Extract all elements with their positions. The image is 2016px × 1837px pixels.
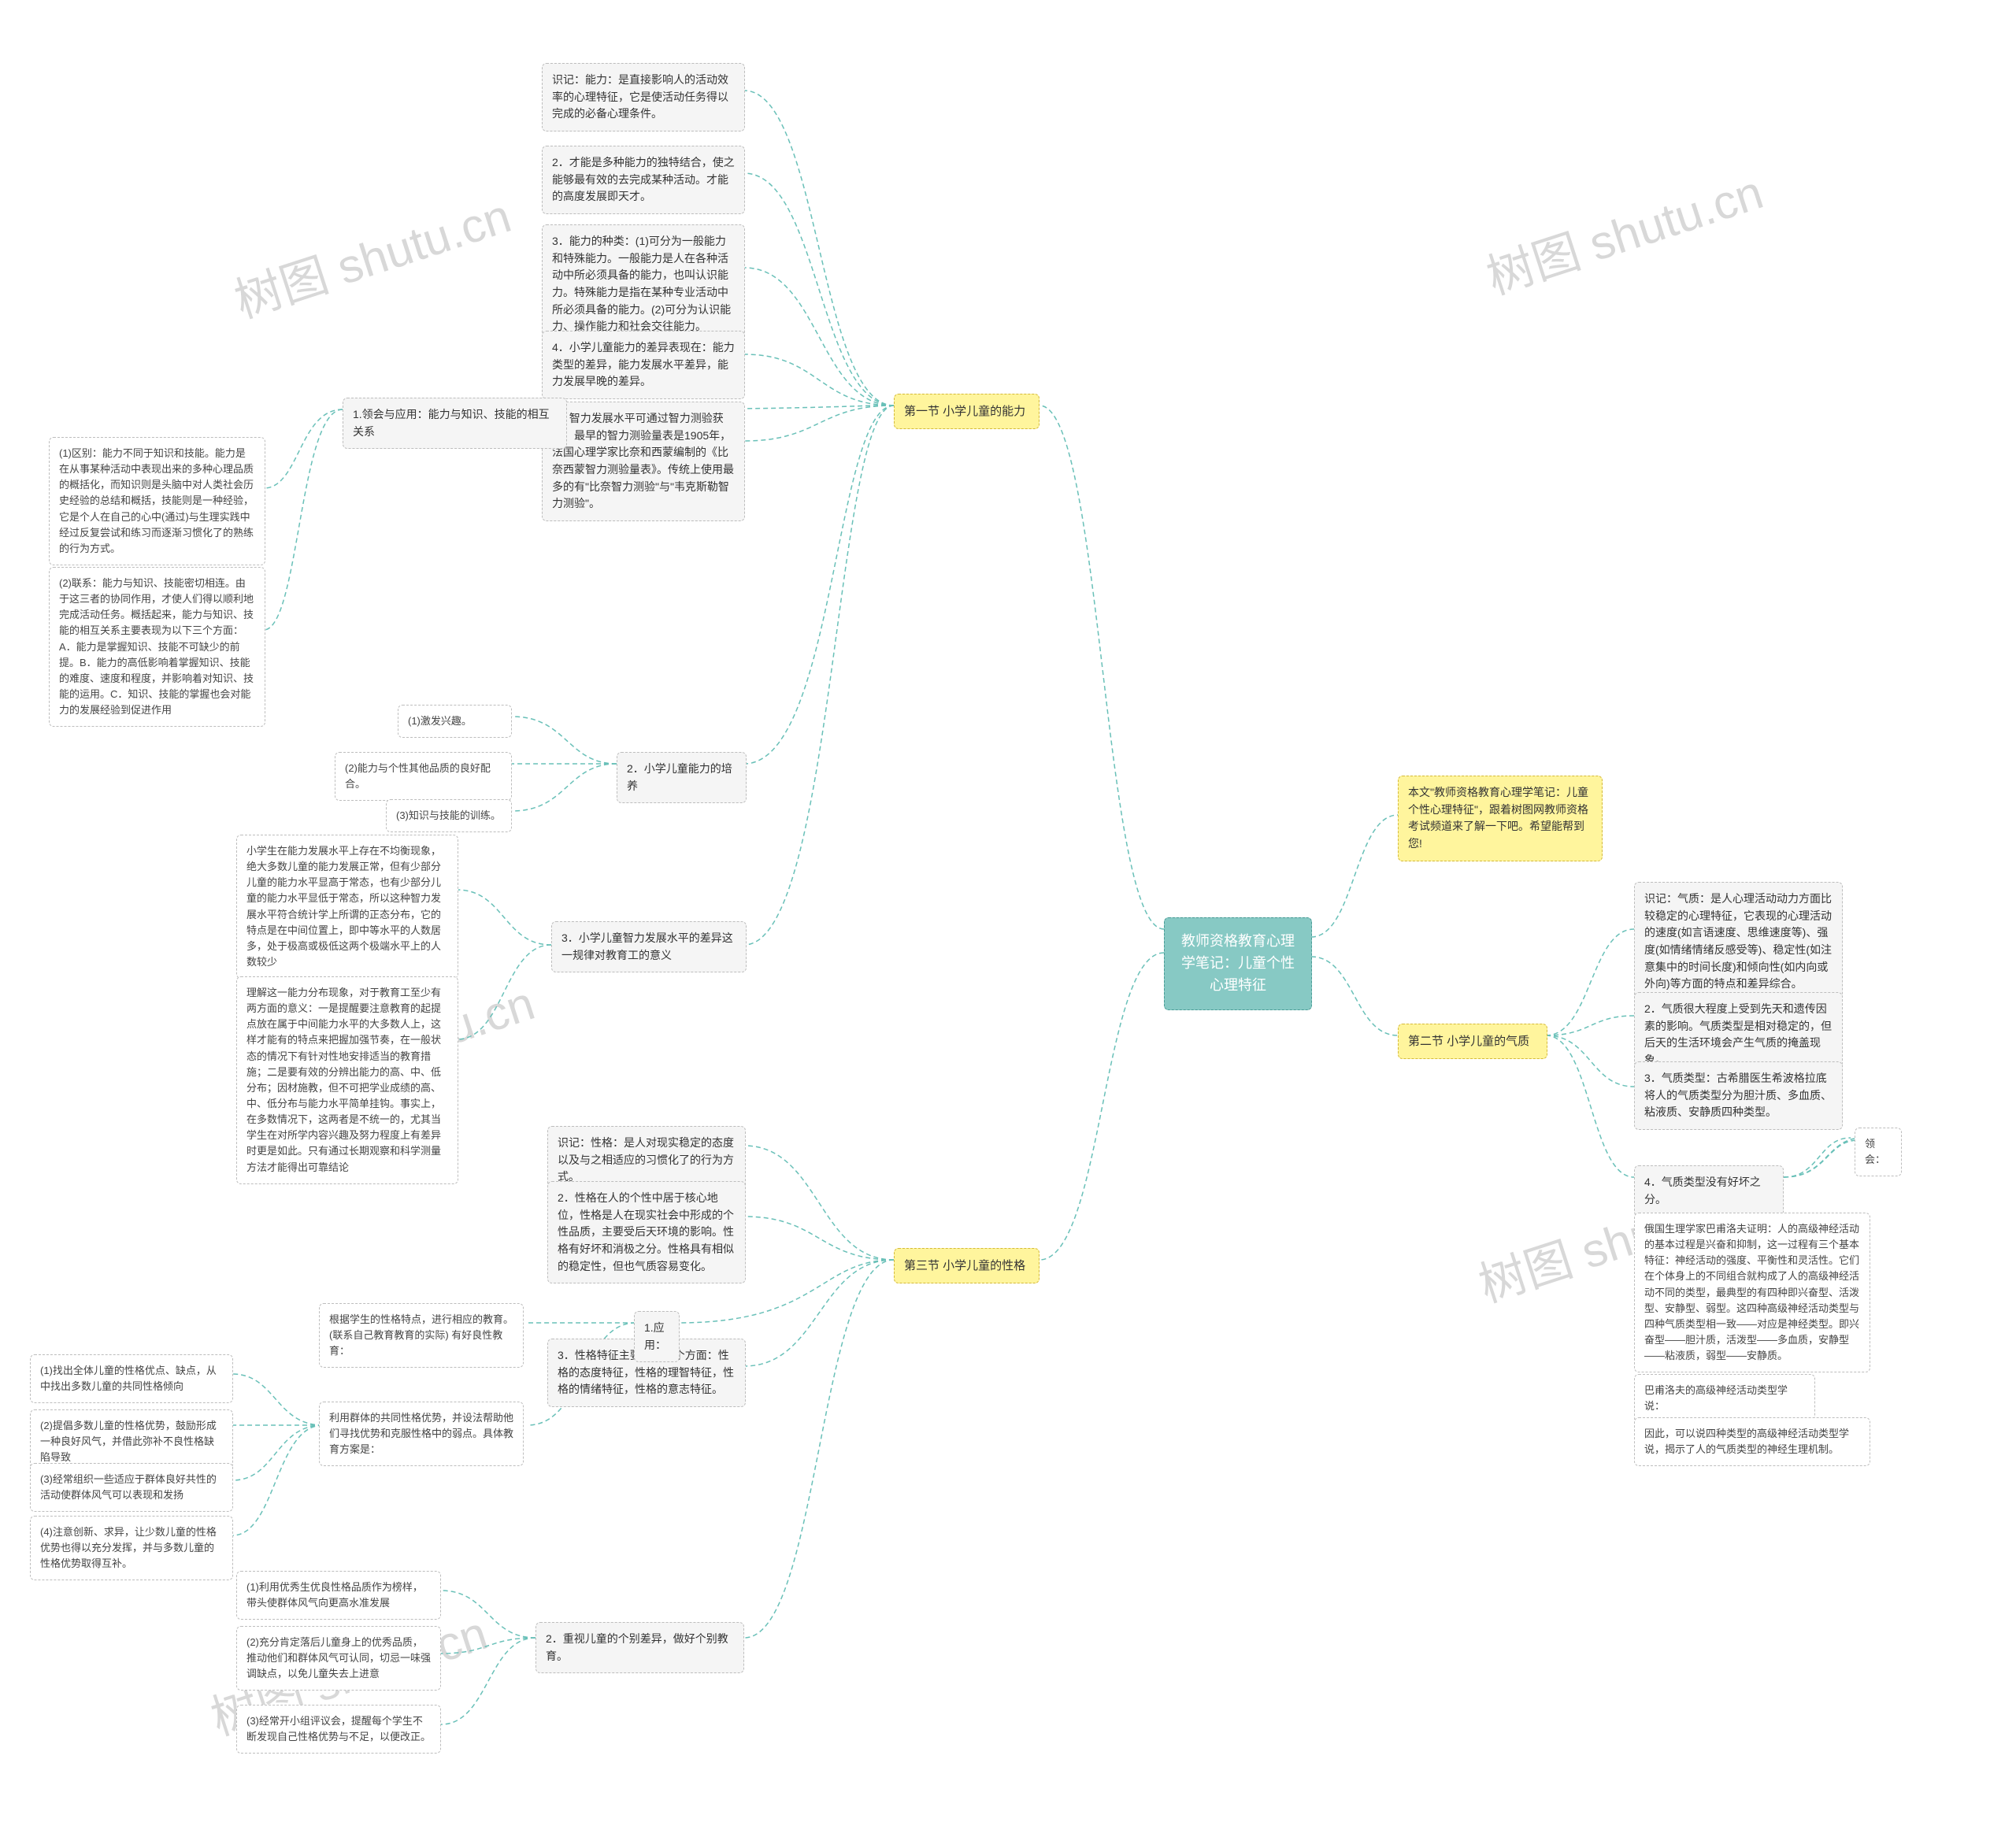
s1-d2b-a: (1)激发兴趣。 <box>398 705 512 738</box>
s1-d3b-b: 理解这一能力分布现象，对于教育工至少有两方面的意义：一是提醒要注意教育的起提点放… <box>236 976 458 1184</box>
s3-d1b-title: 1.应用： <box>634 1311 680 1362</box>
s3-d1b-i0: (1)找出全体儿童的性格优点、缺点，从中找出多数儿童的共同性格倾向 <box>30 1354 233 1403</box>
s3-d2b-i0: (1)利用优秀生优良性格品质作为榜样，带头使群体风气向更高水准发展 <box>236 1571 441 1620</box>
s3-d2b-i1: (2)充分肯定落后儿童身上的优秀品质，推动他们和群体风气可认同，切忌一味强调缺点… <box>236 1626 441 1691</box>
s3-d1b-i3: (4)注意创新、求异，让少数儿童的性格优势也得以充分发挥，并与多数儿童的性格优势… <box>30 1516 233 1580</box>
section-2-title: 第二节 小学儿童的气质 <box>1398 1024 1547 1059</box>
s1-d3b-title: 3．小学儿童智力发展水平的差异这一规律对教育工的意义 <box>551 921 747 972</box>
s2-d4-title: 4．气质类型没有好坏之分。 <box>1634 1165 1784 1217</box>
s1-d2b-b: (2)能力与个性其他品质的良好配合。 <box>335 752 512 801</box>
section-3-title: 第三节 小学儿童的性格 <box>894 1248 1040 1283</box>
s3-d1b-i2: (3)经常组织一些适应于群体良好共性的活动使群体风气可以表现和发扬 <box>30 1463 233 1512</box>
s2-d4-a: 俄国生理学家巴甫洛夫证明：人的高级神经活动的基本过程是兴奋和抑制，这一过程有三个… <box>1634 1213 1870 1372</box>
s2-d3: 3．气质类型：古希腊医生希波格拉底将人的气质类型分为胆汁质、多血质、粘液质、安静… <box>1634 1061 1843 1130</box>
s2-d4-b: 巴甫洛夫的高级神经活动类型学说： <box>1634 1374 1815 1423</box>
s1-d2b-title: 2．小学儿童能力的培养 <box>617 752 747 803</box>
watermark: 树图 shutu.cn <box>224 178 518 331</box>
s2-d1: 识记：气质：是人心理活动动力方面比较稳定的心理特征，它表现的心理活动的速度(如言… <box>1634 882 1843 1002</box>
intro-node: 本文"教师资格教育心理学笔记：儿童个性心理特征"，跟着树图网教师资格考试频道来了… <box>1398 776 1603 861</box>
s1-d1b-title: 1.领会与应用：能力与知识、技能的相互关系 <box>343 398 567 449</box>
root-node: 教师资格教育心理学笔记：儿童个性心理特征 <box>1164 917 1312 1010</box>
s3-d2: 2．性格在人的个性中居于核心地位，性格是人在现实社会中形成的个性品质，主要受后天… <box>547 1181 746 1283</box>
s3-d2b-title: 2．重视儿童的个别差异，做好个别教育。 <box>536 1622 744 1673</box>
s1-d5: 5．智力发展水平可通过智力测验获得。最早的智力测验量表是1905年，法国心理学家… <box>542 402 745 521</box>
s1-d2b-c: (3)知识与技能的训练。 <box>386 799 512 832</box>
s1-d1b-b: (2)联系：能力与知识、技能密切相连。由于这三者的协同作用，才使人们得以顺利地完… <box>49 567 265 727</box>
s1-d4: 4．小学儿童能力的差异表现在：能力类型的差异，能力发展水平差异，能力发展早晚的差… <box>542 331 745 399</box>
s3-d2b-i2: (3)经常开小组评议会，提醒每个学生不断发现自己性格优势与不足，以便改正。 <box>236 1705 441 1754</box>
s1-d1b-a: (1)区别：能力不同于知识和技能。能力是在从事某种活动中表现出来的多种心理品质的… <box>49 437 265 565</box>
s2-d4-sub: 领会： <box>1855 1128 1902 1176</box>
s1-d3b-a: 小学生在能力发展水平上存在不均衡现象，绝大多数儿童的能力发展正常，但有少部分儿童… <box>236 835 458 979</box>
s1-d1: 识记：能力：是直接影响人的活动效率的心理特征，它是使活动任务得以完成的必备心理条… <box>542 63 745 131</box>
s3-d1b-x: 根据学生的性格特点，进行相应的教育。(联系自己教育教育的实际) 有好良性教育： <box>319 1303 524 1368</box>
section-1-title: 第一节 小学儿童的能力 <box>894 394 1040 429</box>
s3-d1b-y: 利用群体的共同性格优势，并设法帮助他们寻找优势和克服性格中的弱点。具体教育方案是… <box>319 1402 524 1466</box>
s1-d2: 2．才能是多种能力的独特结合，使之能够最有效的去完成某种活动。才能的高度发展即天… <box>542 146 745 214</box>
s1-d3: 3．能力的种类：(1)可分为一般能力和特殊能力。一般能力是人在各种活动中所必须具… <box>542 224 745 344</box>
watermark: 树图 shutu.cn <box>1477 154 1770 308</box>
s2-d4-c: 因此，可以说四种类型的高级神经活动类型学说，揭示了人的气质类型的神经生理机制。 <box>1634 1417 1870 1466</box>
